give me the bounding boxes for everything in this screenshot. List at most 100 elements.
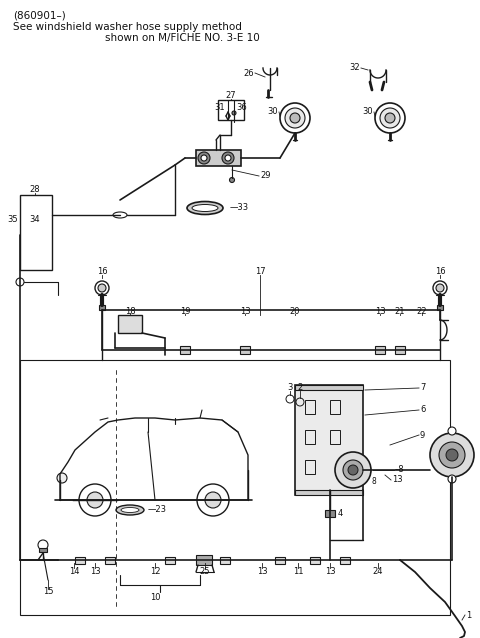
Circle shape xyxy=(16,278,24,286)
Text: 2: 2 xyxy=(298,383,302,392)
Circle shape xyxy=(98,284,106,292)
Text: 16: 16 xyxy=(96,267,108,276)
Bar xyxy=(180,346,190,354)
Text: 22: 22 xyxy=(417,306,427,316)
Text: 7: 7 xyxy=(420,383,425,392)
Bar xyxy=(118,315,142,333)
Text: See windshield washer hose supply method: See windshield washer hose supply method xyxy=(13,22,242,32)
Circle shape xyxy=(205,492,221,508)
Text: 6: 6 xyxy=(420,406,425,415)
Bar xyxy=(240,346,250,354)
Circle shape xyxy=(290,113,300,123)
Circle shape xyxy=(225,155,231,161)
Text: 4: 4 xyxy=(338,508,343,517)
Text: —33: —33 xyxy=(230,204,249,212)
Bar xyxy=(375,346,385,354)
Text: 30: 30 xyxy=(362,107,373,117)
Circle shape xyxy=(439,442,465,468)
Bar xyxy=(330,430,340,444)
Text: —23: —23 xyxy=(148,505,167,514)
Circle shape xyxy=(343,460,363,480)
Ellipse shape xyxy=(192,205,218,212)
Circle shape xyxy=(222,152,234,164)
Bar xyxy=(437,305,443,310)
Bar xyxy=(305,430,315,444)
Bar xyxy=(105,556,115,563)
Circle shape xyxy=(348,465,358,475)
Text: 21: 21 xyxy=(395,306,405,316)
Bar xyxy=(395,346,405,354)
Circle shape xyxy=(433,281,447,295)
Bar xyxy=(295,490,363,495)
Ellipse shape xyxy=(121,507,139,512)
Circle shape xyxy=(430,433,474,477)
Text: 12: 12 xyxy=(150,567,160,575)
Bar xyxy=(196,150,241,166)
Bar xyxy=(340,556,350,563)
Text: 1: 1 xyxy=(466,611,471,619)
Bar xyxy=(99,305,105,310)
Text: 13: 13 xyxy=(257,567,267,575)
Circle shape xyxy=(232,111,236,115)
Text: 25: 25 xyxy=(200,567,210,575)
Circle shape xyxy=(229,177,235,182)
Text: 13: 13 xyxy=(392,475,403,484)
Bar xyxy=(305,400,315,414)
Text: 16: 16 xyxy=(435,267,445,276)
Text: 18: 18 xyxy=(125,308,135,316)
Text: 31: 31 xyxy=(215,103,225,112)
Bar xyxy=(75,556,85,563)
Text: 34: 34 xyxy=(29,216,40,225)
Circle shape xyxy=(446,449,458,461)
Text: 30: 30 xyxy=(267,107,278,117)
Ellipse shape xyxy=(116,505,144,515)
Circle shape xyxy=(201,155,207,161)
Ellipse shape xyxy=(113,212,127,218)
Ellipse shape xyxy=(187,202,223,214)
Circle shape xyxy=(380,108,400,128)
Circle shape xyxy=(436,284,444,292)
Bar xyxy=(39,548,47,552)
Text: 17: 17 xyxy=(255,267,265,276)
Text: 20: 20 xyxy=(290,306,300,316)
Bar xyxy=(196,555,212,565)
Text: 13: 13 xyxy=(240,306,250,316)
Bar xyxy=(295,385,363,495)
Circle shape xyxy=(448,475,456,483)
Text: 10: 10 xyxy=(150,593,160,602)
Text: 29: 29 xyxy=(260,172,271,181)
Text: 15: 15 xyxy=(43,588,53,597)
Bar xyxy=(20,360,450,615)
Text: 13: 13 xyxy=(324,567,336,575)
Bar xyxy=(275,556,285,563)
Text: 9: 9 xyxy=(420,431,425,440)
Text: 3: 3 xyxy=(288,383,293,392)
Bar xyxy=(20,195,52,270)
Circle shape xyxy=(385,113,395,123)
Circle shape xyxy=(38,540,48,550)
Bar xyxy=(295,385,363,390)
Bar xyxy=(330,400,340,414)
Text: 35: 35 xyxy=(7,216,18,225)
Circle shape xyxy=(198,152,210,164)
Text: 28: 28 xyxy=(30,186,40,195)
Circle shape xyxy=(448,427,456,435)
Bar xyxy=(220,556,230,563)
Bar xyxy=(310,556,320,563)
Text: –8: –8 xyxy=(395,466,405,475)
Text: 11: 11 xyxy=(293,567,303,575)
Text: 26: 26 xyxy=(243,68,254,77)
Text: 13: 13 xyxy=(90,567,100,575)
Text: 24: 24 xyxy=(373,567,383,575)
Circle shape xyxy=(95,281,109,295)
Bar xyxy=(325,510,335,517)
Text: 32: 32 xyxy=(349,64,360,73)
Circle shape xyxy=(285,108,305,128)
Bar xyxy=(218,100,244,120)
Text: (860901–): (860901–) xyxy=(13,11,66,21)
Text: 27: 27 xyxy=(226,91,236,101)
Text: 19: 19 xyxy=(180,306,190,316)
Circle shape xyxy=(87,492,103,508)
Text: 14: 14 xyxy=(69,567,79,575)
Text: shown on M/FICHE NO. 3-E 10: shown on M/FICHE NO. 3-E 10 xyxy=(105,33,260,43)
